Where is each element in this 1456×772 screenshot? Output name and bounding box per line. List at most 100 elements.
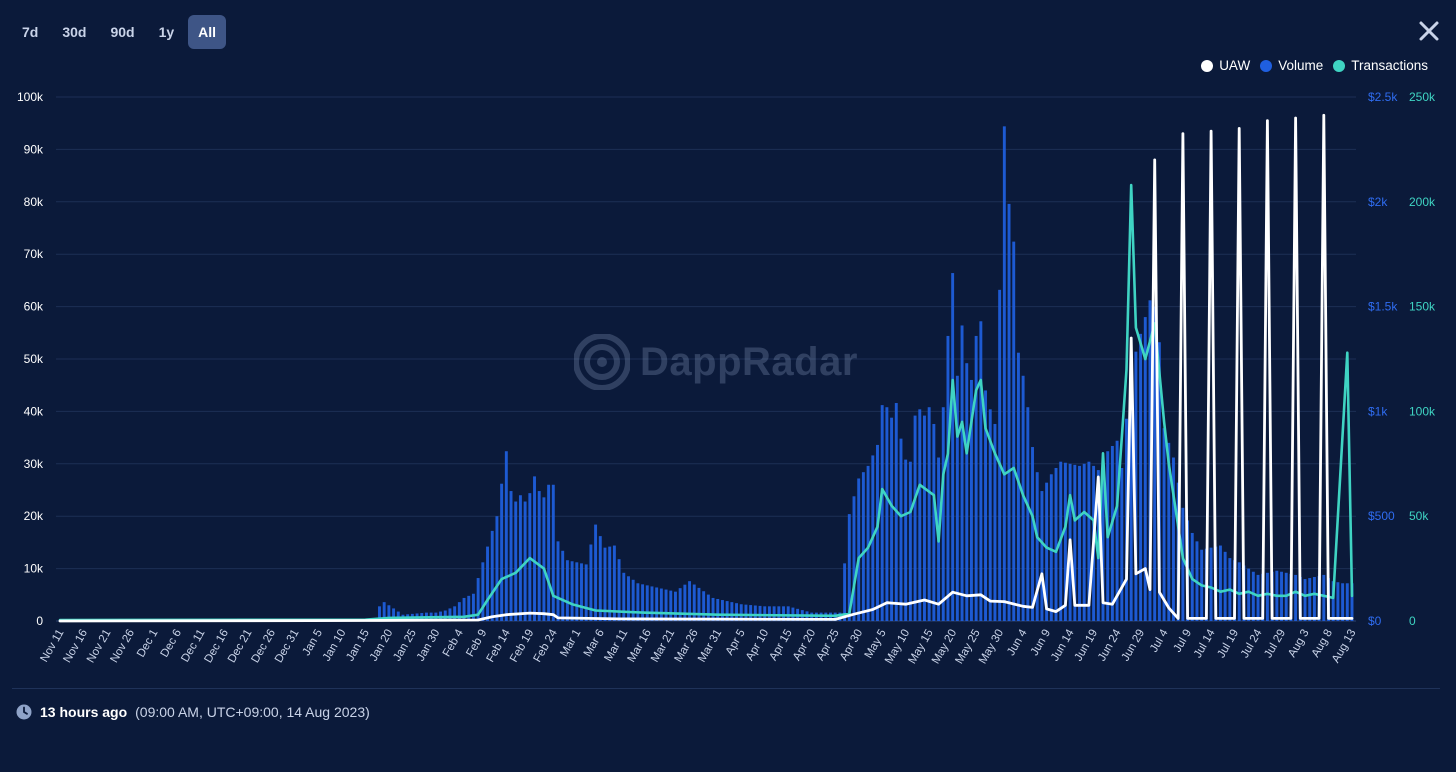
x-tick-label: Jul 9 bbox=[1172, 628, 1195, 655]
volume-bar bbox=[843, 563, 847, 621]
y-tick-label-left: 70k bbox=[24, 247, 44, 261]
volume-bar bbox=[396, 611, 400, 621]
volume-bar bbox=[457, 602, 461, 621]
volume-bar bbox=[993, 423, 997, 621]
volume-bar bbox=[913, 415, 917, 621]
y-tick-label-left: 0 bbox=[36, 614, 43, 628]
volume-bar bbox=[1181, 507, 1185, 621]
volume-bar bbox=[387, 605, 391, 621]
volume-bar bbox=[556, 541, 560, 621]
y-tick-label-left: 40k bbox=[24, 404, 44, 418]
volume-bar bbox=[669, 590, 673, 621]
volume-bar bbox=[1007, 203, 1011, 621]
clock-icon bbox=[16, 704, 32, 720]
x-tick-label: Aug 8 bbox=[1310, 628, 1335, 660]
volume-bar bbox=[659, 588, 663, 621]
volume-bar bbox=[786, 606, 790, 621]
uaw-dot-icon bbox=[1201, 59, 1214, 72]
volume-bar bbox=[490, 530, 494, 621]
x-tick-label: Dec 1 bbox=[135, 628, 160, 660]
x-tick-label: Jan 5 bbox=[301, 628, 325, 658]
x-tick-label: Jul 29 bbox=[1262, 628, 1288, 661]
range-90d-button[interactable]: 90d bbox=[110, 24, 135, 40]
volume-bar bbox=[697, 587, 701, 621]
volume-bar bbox=[739, 604, 743, 621]
volume-bar bbox=[565, 560, 569, 621]
x-tick-label: Jul 14 bbox=[1192, 627, 1218, 660]
volume-bar bbox=[495, 516, 499, 621]
x-tick-label: Jan 30 bbox=[415, 628, 443, 664]
range-7d-button[interactable]: 7d bbox=[22, 24, 39, 40]
volume-bar bbox=[481, 562, 485, 621]
volume-bar bbox=[537, 491, 541, 621]
legend-item-uaw[interactable]: UAW bbox=[1201, 58, 1250, 73]
volume-bar bbox=[711, 597, 715, 621]
range-1y-button[interactable]: 1y bbox=[158, 24, 175, 40]
volume-bar bbox=[955, 375, 959, 621]
x-tick-label: Mar 31 bbox=[696, 628, 724, 665]
volume-bar bbox=[1265, 572, 1269, 621]
watermark-text: DappRadar bbox=[640, 339, 858, 384]
volume-bar bbox=[514, 501, 518, 621]
volume-bar bbox=[589, 544, 593, 621]
volume-bar bbox=[1345, 583, 1349, 621]
range-30d-button[interactable]: 30d bbox=[62, 24, 87, 40]
range-all-button[interactable]: All bbox=[188, 15, 227, 49]
volume-bar bbox=[561, 550, 565, 621]
volume-bar bbox=[692, 584, 696, 621]
volume-bar bbox=[575, 562, 579, 621]
legend-item-transactions[interactable]: Transactions bbox=[1333, 58, 1428, 73]
volume-bar bbox=[847, 514, 851, 621]
y-tick-label-left: 80k bbox=[24, 195, 44, 209]
volume-bar bbox=[1336, 582, 1340, 621]
volume-bar bbox=[622, 572, 626, 621]
volume-bar bbox=[904, 459, 908, 621]
volume-bar bbox=[782, 606, 785, 621]
volume-bar bbox=[518, 495, 522, 621]
volume-bar bbox=[749, 605, 753, 621]
chart-legend: UAW Volume Transactions bbox=[1201, 58, 1428, 73]
x-tick-label: Dec 6 bbox=[159, 628, 184, 660]
volume-bar bbox=[1087, 461, 1091, 621]
volume-bar bbox=[730, 602, 734, 621]
volume-bar bbox=[551, 484, 555, 621]
x-tick-label: Jun 29 bbox=[1120, 628, 1148, 664]
y-tick-label-volume: $1.5k bbox=[1368, 300, 1398, 314]
legend-item-volume[interactable]: Volume bbox=[1260, 58, 1323, 73]
volume-bar bbox=[1294, 574, 1298, 621]
volume-bar bbox=[758, 605, 762, 621]
volume-bar bbox=[1162, 428, 1166, 621]
volume-bar bbox=[890, 417, 894, 621]
volume-bar bbox=[641, 584, 645, 621]
volume-bar bbox=[767, 606, 771, 621]
x-tick-label: Jun 4 bbox=[1005, 627, 1030, 658]
volume-bar bbox=[617, 559, 621, 621]
x-tick-label: Jul 24 bbox=[1239, 627, 1265, 660]
volume-bar bbox=[1139, 333, 1143, 621]
volume-bar bbox=[941, 407, 945, 621]
volume-bar bbox=[1101, 460, 1105, 621]
y-tick-label-volume: $2k bbox=[1368, 195, 1388, 209]
volume-bar bbox=[1148, 300, 1152, 621]
volume-bar bbox=[979, 321, 983, 621]
uaw-line bbox=[58, 113, 1354, 623]
volume-bar bbox=[580, 563, 583, 621]
volume-bar bbox=[509, 491, 513, 621]
volume-bar bbox=[1115, 440, 1119, 621]
x-tick-label: Mar 6 bbox=[582, 628, 607, 659]
volume-bar bbox=[1331, 581, 1335, 621]
volume-bar bbox=[951, 273, 955, 621]
volume-bar bbox=[702, 591, 706, 621]
volume-bar bbox=[946, 335, 950, 621]
volume-dot-icon bbox=[1260, 59, 1273, 72]
volume-bar bbox=[1251, 571, 1255, 621]
volume-bar bbox=[570, 561, 574, 621]
volume-bar bbox=[476, 578, 480, 621]
volume-bar bbox=[1002, 126, 1006, 622]
volume-bar bbox=[852, 496, 856, 621]
volume-bar bbox=[1110, 445, 1114, 621]
transactions-line bbox=[58, 183, 1354, 622]
volume-bar bbox=[448, 608, 452, 621]
close-button[interactable] bbox=[1416, 18, 1442, 44]
volume-bar bbox=[716, 598, 720, 621]
